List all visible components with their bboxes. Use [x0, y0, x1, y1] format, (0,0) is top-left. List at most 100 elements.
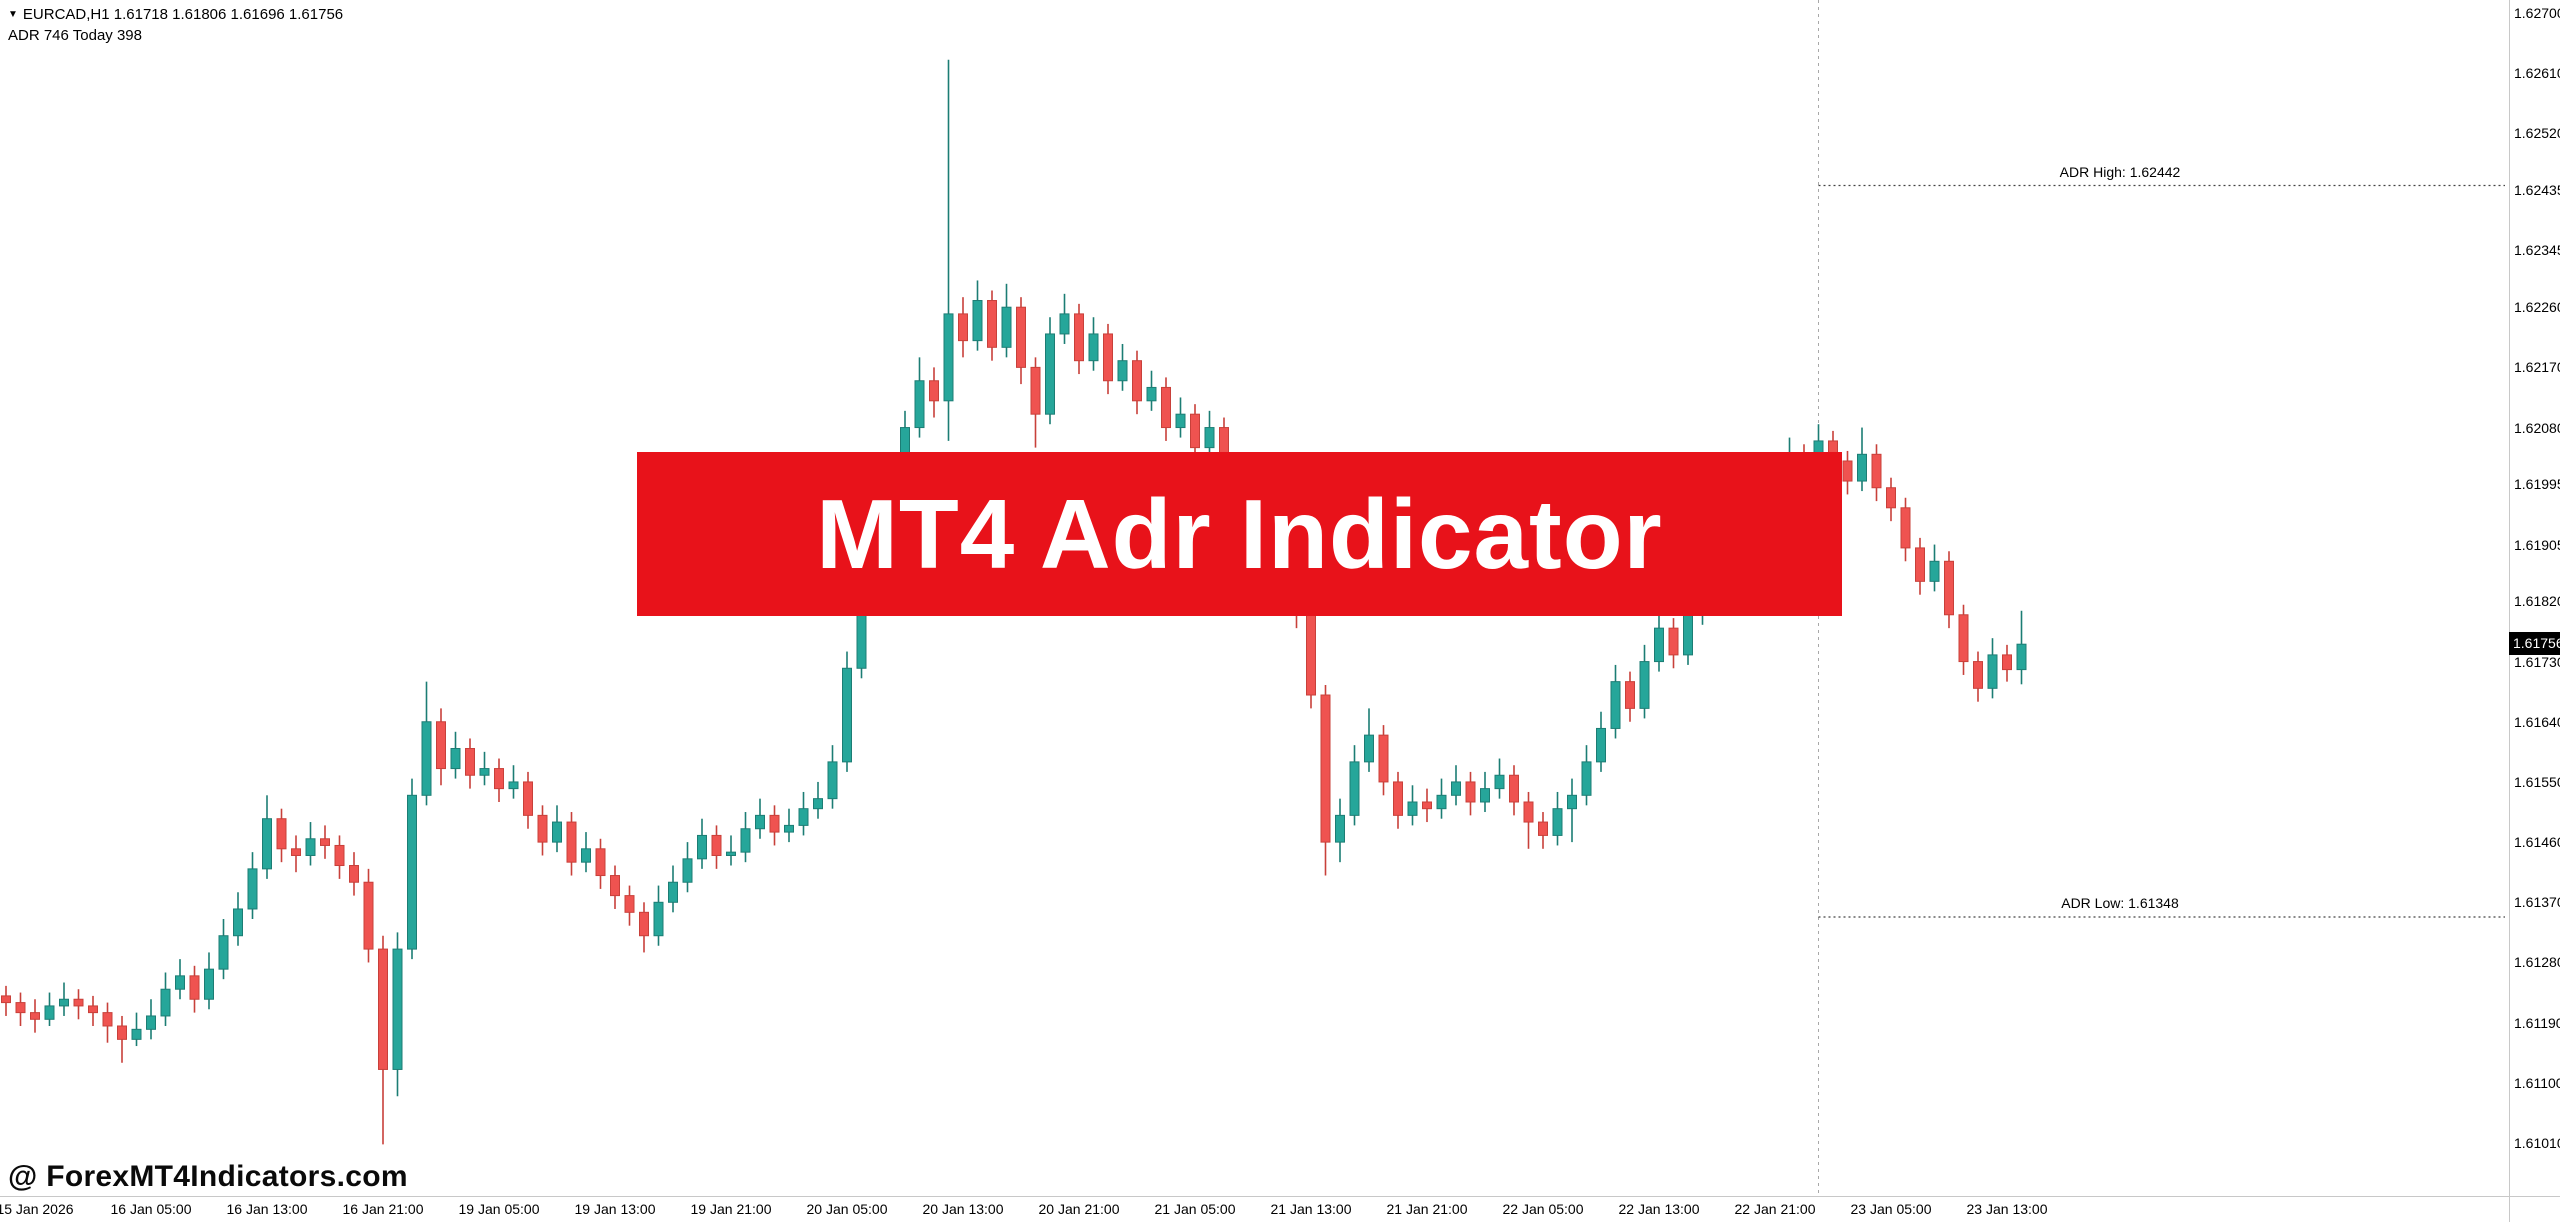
candle-body [1132, 360, 1142, 402]
candle-body [842, 667, 852, 763]
candle-body [218, 935, 229, 970]
candle-body [1509, 774, 1519, 803]
candle-body [1045, 333, 1055, 415]
candle-body [15, 1002, 26, 1014]
candle-body [1465, 781, 1476, 803]
price-axis-label: 1.61995 [2514, 476, 2560, 493]
candle-body [581, 848, 591, 863]
candle-body [247, 868, 258, 910]
price-axis-label: 1.62435 [2514, 182, 2560, 199]
time-axis-label: 16 Jan 13:00 [226, 1201, 308, 1217]
candle-body [1567, 794, 1577, 810]
banner-text: MT4 Adr Indicator [816, 478, 1663, 589]
candle-body [1915, 547, 1925, 582]
candle-body [1596, 727, 1606, 763]
time-axis-label: 16 Jan 21:00 [342, 1201, 424, 1217]
candle-body [972, 300, 983, 342]
price-axis-label: 1.62345 [2514, 242, 2560, 259]
candle-body [929, 380, 939, 402]
candle-body [682, 858, 693, 883]
candle-body [1204, 427, 1215, 449]
candle-body [131, 1028, 142, 1040]
candle-body [73, 998, 84, 1007]
candle-body [494, 768, 504, 790]
candle-body [537, 814, 548, 843]
current-price-tag: 1.61756 [2509, 632, 2560, 656]
time-axis-label: 20 Jan 05:00 [806, 1201, 888, 1217]
candle-body [305, 838, 316, 856]
candle-body [697, 834, 707, 860]
candle-body [639, 911, 649, 937]
price-axis-label: 1.61905 [2514, 536, 2560, 553]
candle-body [363, 881, 374, 950]
candle-body [1639, 661, 1650, 709]
candle-body [1610, 681, 1621, 729]
candle-body [1625, 681, 1635, 709]
candle-body [1480, 788, 1490, 803]
candle-body [595, 848, 606, 877]
price-axis-border [2509, 0, 2510, 1222]
candle-body [1016, 306, 1026, 368]
candle-body [1306, 614, 1316, 696]
candle-body [1958, 614, 1969, 663]
candle-body [146, 1015, 156, 1030]
candle-body [1175, 413, 1186, 429]
price-axis-label: 1.61190 [2514, 1014, 2560, 1031]
price-axis-label: 1.62080 [2514, 419, 2560, 436]
candle-body [334, 844, 345, 867]
candle-body [668, 881, 678, 903]
candle-body [407, 794, 417, 950]
candle-body [1393, 781, 1403, 816]
candle-body [392, 948, 403, 1070]
candle-body [755, 814, 765, 830]
candle-body [1929, 560, 1940, 582]
candle-body [1001, 306, 1012, 348]
time-axis-label: 19 Jan 21:00 [690, 1201, 772, 1217]
candle-body [914, 380, 925, 429]
candle-body [1074, 313, 1084, 362]
candle-body [1059, 313, 1070, 335]
candle-body [566, 821, 577, 863]
candle-body [479, 768, 490, 776]
price-axis-label: 1.62170 [2514, 359, 2560, 376]
candle-body [1900, 507, 1911, 549]
candle-body [798, 808, 809, 826]
price-axis-label: 1.61280 [2514, 954, 2560, 971]
candle-body [1030, 366, 1041, 415]
candle-body [1349, 761, 1360, 816]
price-axis-label: 1.61730 [2514, 653, 2560, 670]
candle-body [291, 848, 301, 856]
candle-body [523, 781, 533, 816]
time-axis-label: 23 Jan 05:00 [1850, 1201, 1932, 1217]
candle-body [1987, 654, 1998, 689]
candle-body [1857, 453, 1867, 482]
candle-body [378, 948, 388, 1070]
candle-body [349, 865, 359, 883]
candle-body [784, 824, 794, 833]
candle-body [726, 851, 736, 856]
candle-body [1581, 761, 1592, 796]
candle-body [276, 818, 287, 850]
candle-body [711, 834, 722, 856]
candle-body [1, 995, 11, 1004]
candle-body [1973, 661, 1983, 689]
time-axis-label: 19 Jan 05:00 [458, 1201, 540, 1217]
candle-body [465, 748, 475, 776]
candle-body [1378, 734, 1389, 783]
candle-body [1161, 386, 1171, 429]
candle-body [1871, 453, 1882, 489]
candle-body [1494, 774, 1505, 790]
candle-body [204, 968, 214, 1000]
candle-body [88, 1005, 98, 1014]
candle-body [1886, 487, 1896, 509]
symbol-dropdown-icon[interactable]: ▼ [8, 9, 18, 20]
candle-body [1103, 333, 1113, 382]
candle-body [827, 761, 838, 800]
candle-body [610, 875, 620, 897]
candle-body [1364, 734, 1374, 763]
adr-low-label: ADR Low: 1.61348 [2061, 895, 2179, 911]
candle-body [436, 721, 446, 770]
candle-body [1552, 808, 1563, 836]
candle-body [1320, 694, 1331, 843]
